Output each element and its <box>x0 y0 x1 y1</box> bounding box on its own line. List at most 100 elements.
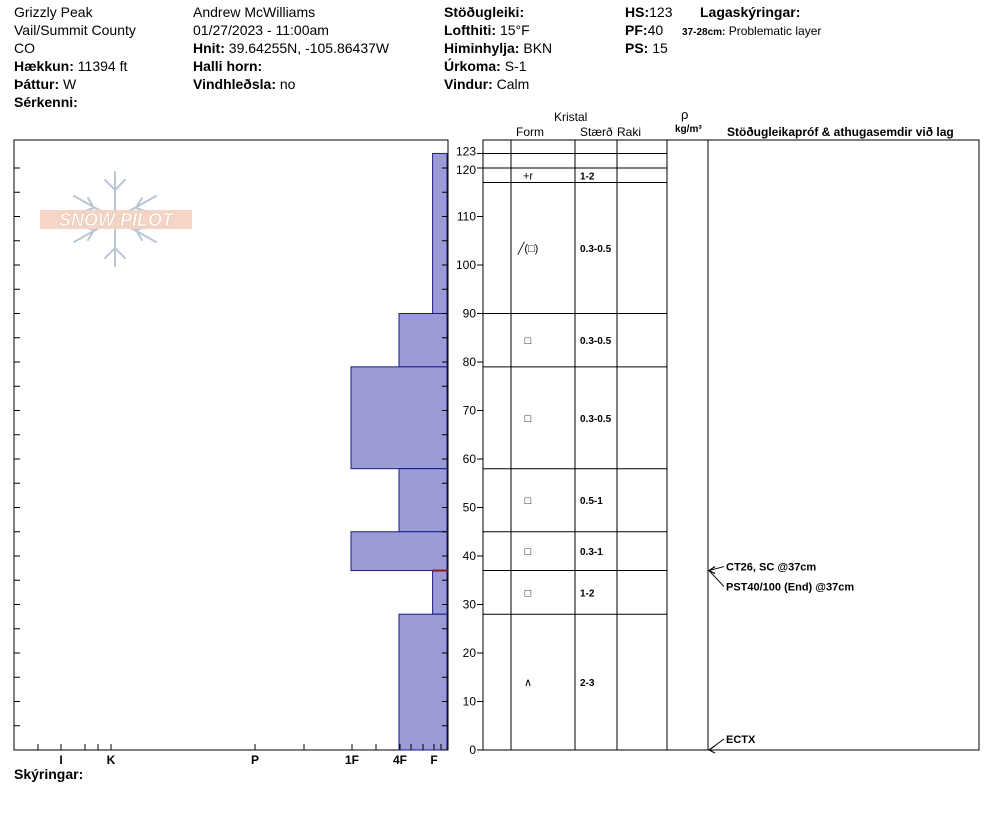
test-text-2: ECTX <box>726 734 756 746</box>
hardness-label-P: P <box>251 753 259 767</box>
hs: HS:123 <box>625 4 672 20</box>
hardness-bars <box>350 152 448 751</box>
moisture-header: Raki <box>617 125 642 139</box>
test-arrow-1 <box>708 570 725 587</box>
sky-value: BKN <box>523 40 553 56</box>
legend-entry: 37-28cm: Problematic layer <box>682 24 821 38</box>
crystal-form-4: □ <box>525 413 532 425</box>
elevation: Hækkun: 11394 ft <box>14 58 127 74</box>
stability-label: Stöðugleiki: <box>444 4 525 20</box>
snowpilot-logo: SNOW PILOT <box>40 171 192 267</box>
depth-label-110: 110 <box>457 210 476 224</box>
datetime: 01/27/2023 - 11:00am <box>193 22 329 38</box>
logo-text: SNOW PILOT <box>59 210 175 230</box>
tests-header: Stöðugleikapróf & athugasemdir við lag <box>727 125 954 139</box>
hardness-label-I: I <box>59 753 62 767</box>
crystal-size-4: 0.3-0.5 <box>580 414 612 425</box>
hs-value: 123 <box>649 4 673 20</box>
crystal-size-6: 0.3-1 <box>580 547 603 558</box>
slope-label: Halli horn: <box>193 58 263 74</box>
region: Vail/Summit County <box>14 22 136 38</box>
wind-loading-label: Vindhleðsla: <box>193 76 276 92</box>
crystal-form-1: +r <box>523 170 533 182</box>
crystal-size-5: 0.5-1 <box>580 496 603 507</box>
coords-label: Hnit: <box>193 40 225 56</box>
notes-label: Skýringar: <box>14 766 84 782</box>
test-text-0: CT26, SC @37cm <box>726 562 816 574</box>
air-temp-value: 15°F <box>499 22 530 38</box>
elevation-value: 11394 ft <box>77 58 128 74</box>
ps: PS: 15 <box>625 40 668 56</box>
hardness-bar-5 <box>432 570 448 615</box>
coordinates: Hnit: 39.64255N, -105.86437W <box>193 40 389 56</box>
depth-label-40: 40 <box>463 549 477 563</box>
crystal-size-2: 0.3-0.5 <box>580 244 612 255</box>
hardness-axis: I K P 1F 4F F <box>13 167 448 767</box>
wind: Vindur: Calm <box>444 76 529 92</box>
hardness-label-K: K <box>107 753 116 767</box>
wind-loading-value: no <box>279 76 296 92</box>
crystal-form-3: □ <box>525 335 532 347</box>
crystal-form-2: ╱(□) <box>517 241 539 255</box>
depth-axis: 0 10 20 30 40 50 60 70 80 90 100 110 120 123 <box>456 144 483 757</box>
crystal-size-7: 1-2 <box>580 588 595 599</box>
air-temp: Lofthiti: 15°F <box>444 22 530 38</box>
state: CO <box>14 40 35 56</box>
depth-label-70: 70 <box>463 404 477 418</box>
depth-label-80: 80 <box>463 355 477 369</box>
aspect-label: Þáttur: <box>14 76 60 92</box>
legend-desc: Problematic layer <box>728 24 822 38</box>
depth-label-120: 120 <box>456 163 476 177</box>
features-label: Sérkenni: <box>14 94 78 110</box>
aspect-value: W <box>63 76 77 92</box>
pf: PF:40 <box>625 22 663 38</box>
crystal-size-1: 1-2 <box>580 171 595 182</box>
wind-label: Vindur: <box>444 76 493 92</box>
depth-label-20: 20 <box>463 646 477 660</box>
hardness-bar-3 <box>398 468 448 533</box>
precip: Úrkoma: S-1 <box>444 58 526 74</box>
density-unit: kg/m³ <box>675 124 702 135</box>
air-temp-label: Lofthiti: <box>444 22 497 38</box>
hardness-bar-6 <box>398 613 448 751</box>
crystal-size-8: 2-3 <box>580 678 595 689</box>
sky-label: Himinhylja: <box>444 40 520 56</box>
hs-label: HS: <box>625 4 650 20</box>
wind-value: Calm <box>496 76 530 92</box>
test-arrowhead-1 <box>708 566 716 574</box>
legend-title: Lagaskýringar: <box>700 4 801 20</box>
form-header: Form <box>516 125 544 139</box>
ps-label: PS: <box>625 40 649 56</box>
aspect: Þáttur: W <box>14 76 76 92</box>
pf-label: PF: <box>625 22 648 38</box>
location-name: Grizzly Peak <box>14 4 93 20</box>
depth-label-60: 60 <box>463 452 477 466</box>
pf-value: 40 <box>647 22 664 38</box>
test-text-1: PST40/100 (End) @37cm <box>726 582 854 594</box>
layer-table: +r 1-2 ╱(□) 0.3-0.5 □ 0.3-0.5 □ 0.3-0.5 □ 0.5-1 □ 0… <box>482 139 980 751</box>
sky: Himinhylja: BKN <box>444 40 552 56</box>
size-header: Stærð <box>580 125 613 139</box>
depth-label-123: 123 <box>456 144 476 158</box>
crystal-size-3: 0.3-0.5 <box>580 336 612 347</box>
hardness-label-F: F <box>430 753 437 767</box>
legend-range: 37-28cm: <box>682 27 726 38</box>
hardness-label-4F: 4F <box>393 753 407 767</box>
elevation-label: Hækkun: <box>14 58 74 74</box>
test-arrowhead-2 <box>708 745 716 754</box>
precip-value: S-1 <box>504 58 527 74</box>
test-arrow-0 <box>708 566 725 572</box>
hardness-bar-4 <box>350 531 448 572</box>
depth-label-0: 0 <box>469 743 476 757</box>
coords-value: 39.64255N, -105.86437W <box>228 40 390 56</box>
depth-label-100: 100 <box>456 258 476 272</box>
depth-label-50: 50 <box>463 501 477 515</box>
hardness-bar-1 <box>398 313 448 368</box>
ps-value: 15 <box>652 40 668 56</box>
precip-label: Úrkoma: <box>444 58 501 74</box>
crystal-form-5: □ <box>525 495 532 507</box>
crystal-header: Kristal <box>554 110 588 124</box>
depth-label-10: 10 <box>463 695 477 709</box>
crystal-form-6: □ <box>525 546 532 558</box>
